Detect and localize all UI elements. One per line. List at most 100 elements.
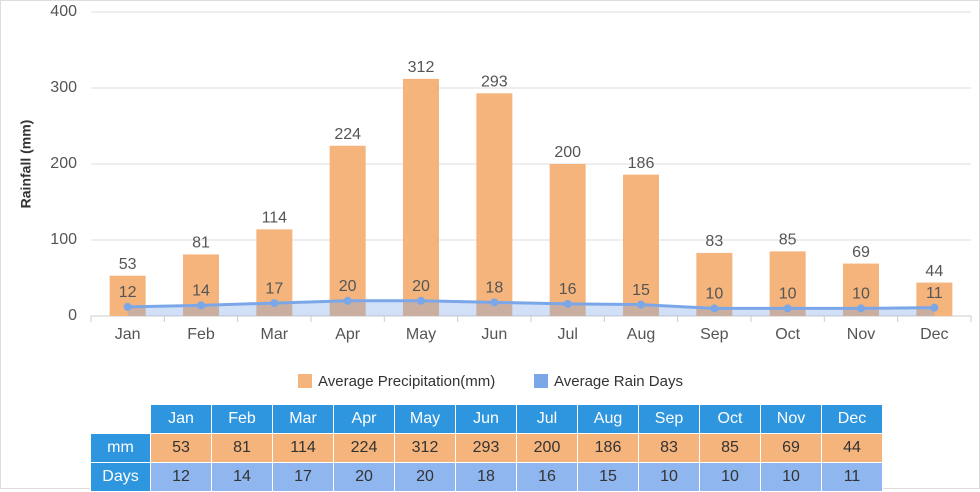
table-cell: 20 [333, 462, 395, 492]
point [637, 300, 645, 309]
area [127, 300, 935, 316]
point [563, 299, 572, 308]
x-tick-label: Sep [700, 326, 729, 343]
table-cell: Mar [272, 404, 334, 434]
x-tick-label: Mar [261, 326, 289, 343]
table-cell: 81 [211, 433, 273, 463]
x-tick-label: May [406, 326, 436, 343]
x-tick-label: Jan [115, 326, 141, 343]
point-value-label: 10 [852, 286, 870, 303]
point [490, 298, 499, 307]
y-tick-label: 200 [50, 155, 77, 172]
table-cell: Feb [211, 404, 273, 434]
bar-value-label: 224 [334, 126, 361, 143]
data-table: Jan Feb Mar Apr May Jun Jul Aug Sep Oct Nov Dec mm 53… [90, 404, 883, 492]
y-tick-label: 100 [50, 231, 77, 248]
legend-swatch [534, 374, 548, 388]
table-row: Jan Feb Mar Apr May Jun Jul Aug Sep Oct Nov Dec [90, 404, 883, 434]
bar-value-label: 44 [925, 263, 943, 280]
bar-value-label: 312 [408, 59, 435, 76]
table-cell: Jan [150, 404, 212, 434]
point-value-label: 16 [559, 281, 577, 298]
table-cell: 44 [821, 433, 883, 463]
bar [329, 145, 366, 316]
y-tick-label: 400 [50, 3, 77, 20]
line [127, 299, 935, 310]
table-cell: 18 [455, 462, 517, 492]
table-cell: 17 [272, 462, 334, 492]
table-cell: Apr [333, 404, 395, 434]
point [857, 304, 865, 313]
y-axis-label: Rainfall (mm) [18, 120, 34, 209]
table-row: mm 53 81 114 224 312 293 200 186 83 85 69 44 [90, 433, 883, 463]
point-value-label: 18 [485, 280, 503, 297]
point [710, 304, 719, 313]
x-tick-label: Aug [627, 326, 655, 343]
table-cell: Aug [577, 404, 639, 434]
table-cell: Dec [821, 404, 883, 434]
table-cell: 83 [638, 433, 700, 463]
bar-value-label: 114 [262, 210, 288, 227]
table-cell: 12 [150, 462, 212, 492]
point-value-label: 10 [705, 286, 723, 303]
bar-value-label: 85 [779, 232, 797, 249]
table-cell: 10 [699, 462, 761, 492]
x-tick-label: Dec [920, 326, 948, 343]
table-cell: Days [90, 462, 151, 492]
table-cell: mm [90, 433, 151, 463]
y-tick-label: 300 [50, 79, 77, 96]
legend-swatch [298, 374, 312, 388]
point-value-label: 10 [779, 286, 797, 303]
table-cell: 16 [516, 462, 578, 492]
table-cell: 10 [760, 462, 822, 492]
bar [549, 164, 586, 316]
table-cell: 14 [211, 462, 273, 492]
table-cell: 114 [272, 433, 334, 463]
bar [476, 93, 513, 316]
bar [403, 78, 439, 316]
point-value-label: 12 [119, 284, 137, 301]
table-row: Days 12 14 17 20 20 18 16 15 10 10 10 11 [90, 462, 883, 492]
legend-label: Average Rain Days [554, 373, 683, 390]
point-value-label: 17 [265, 280, 283, 297]
point-value-label: 15 [632, 282, 650, 299]
x-tick-label: Oct [775, 326, 800, 343]
table-cell: 293 [455, 433, 517, 463]
bar-value-label: 293 [481, 74, 508, 91]
table-cell: Nov [760, 404, 822, 434]
table-cell: Jun [455, 404, 517, 434]
point [417, 296, 425, 305]
table-cell: 20 [394, 462, 456, 492]
point [197, 301, 205, 310]
table-cell: Sep [638, 404, 700, 434]
chart: Rainfall (mm) 0 100 200 300 400 Jan Feb Mar Apr M… [18, 3, 972, 390]
x-tick-label: Nov [847, 326, 875, 343]
bar-value-label: 81 [192, 235, 210, 252]
x-tick-label: Jul [557, 326, 577, 343]
point-value-label: 20 [412, 278, 430, 295]
bar-value-label: 83 [705, 233, 723, 250]
table-cell: Jul [516, 404, 578, 434]
point [783, 304, 792, 313]
point [930, 303, 939, 312]
table-cell: 312 [394, 433, 456, 463]
point [123, 302, 132, 311]
table-cell: 69 [760, 433, 822, 463]
point-value-label: 20 [339, 278, 357, 295]
bar-value-label: 200 [554, 144, 581, 161]
point [343, 296, 352, 305]
table-cell: 11 [821, 462, 883, 492]
point-value-label: 14 [192, 283, 210, 300]
legend-label: Average Precipitation(mm) [318, 373, 495, 390]
table-cell: 53 [150, 433, 212, 463]
bar-value-label: 69 [852, 244, 870, 261]
table-cell: 10 [638, 462, 700, 492]
x-tick-label: Jun [481, 326, 507, 343]
table-cell: 186 [577, 433, 639, 463]
x-tick-label: Apr [335, 326, 361, 343]
bar-value-label: 186 [628, 155, 655, 172]
x-tick-label: Feb [187, 326, 215, 343]
table-cell: 85 [699, 433, 761, 463]
point-value-label: 11 [926, 285, 943, 302]
